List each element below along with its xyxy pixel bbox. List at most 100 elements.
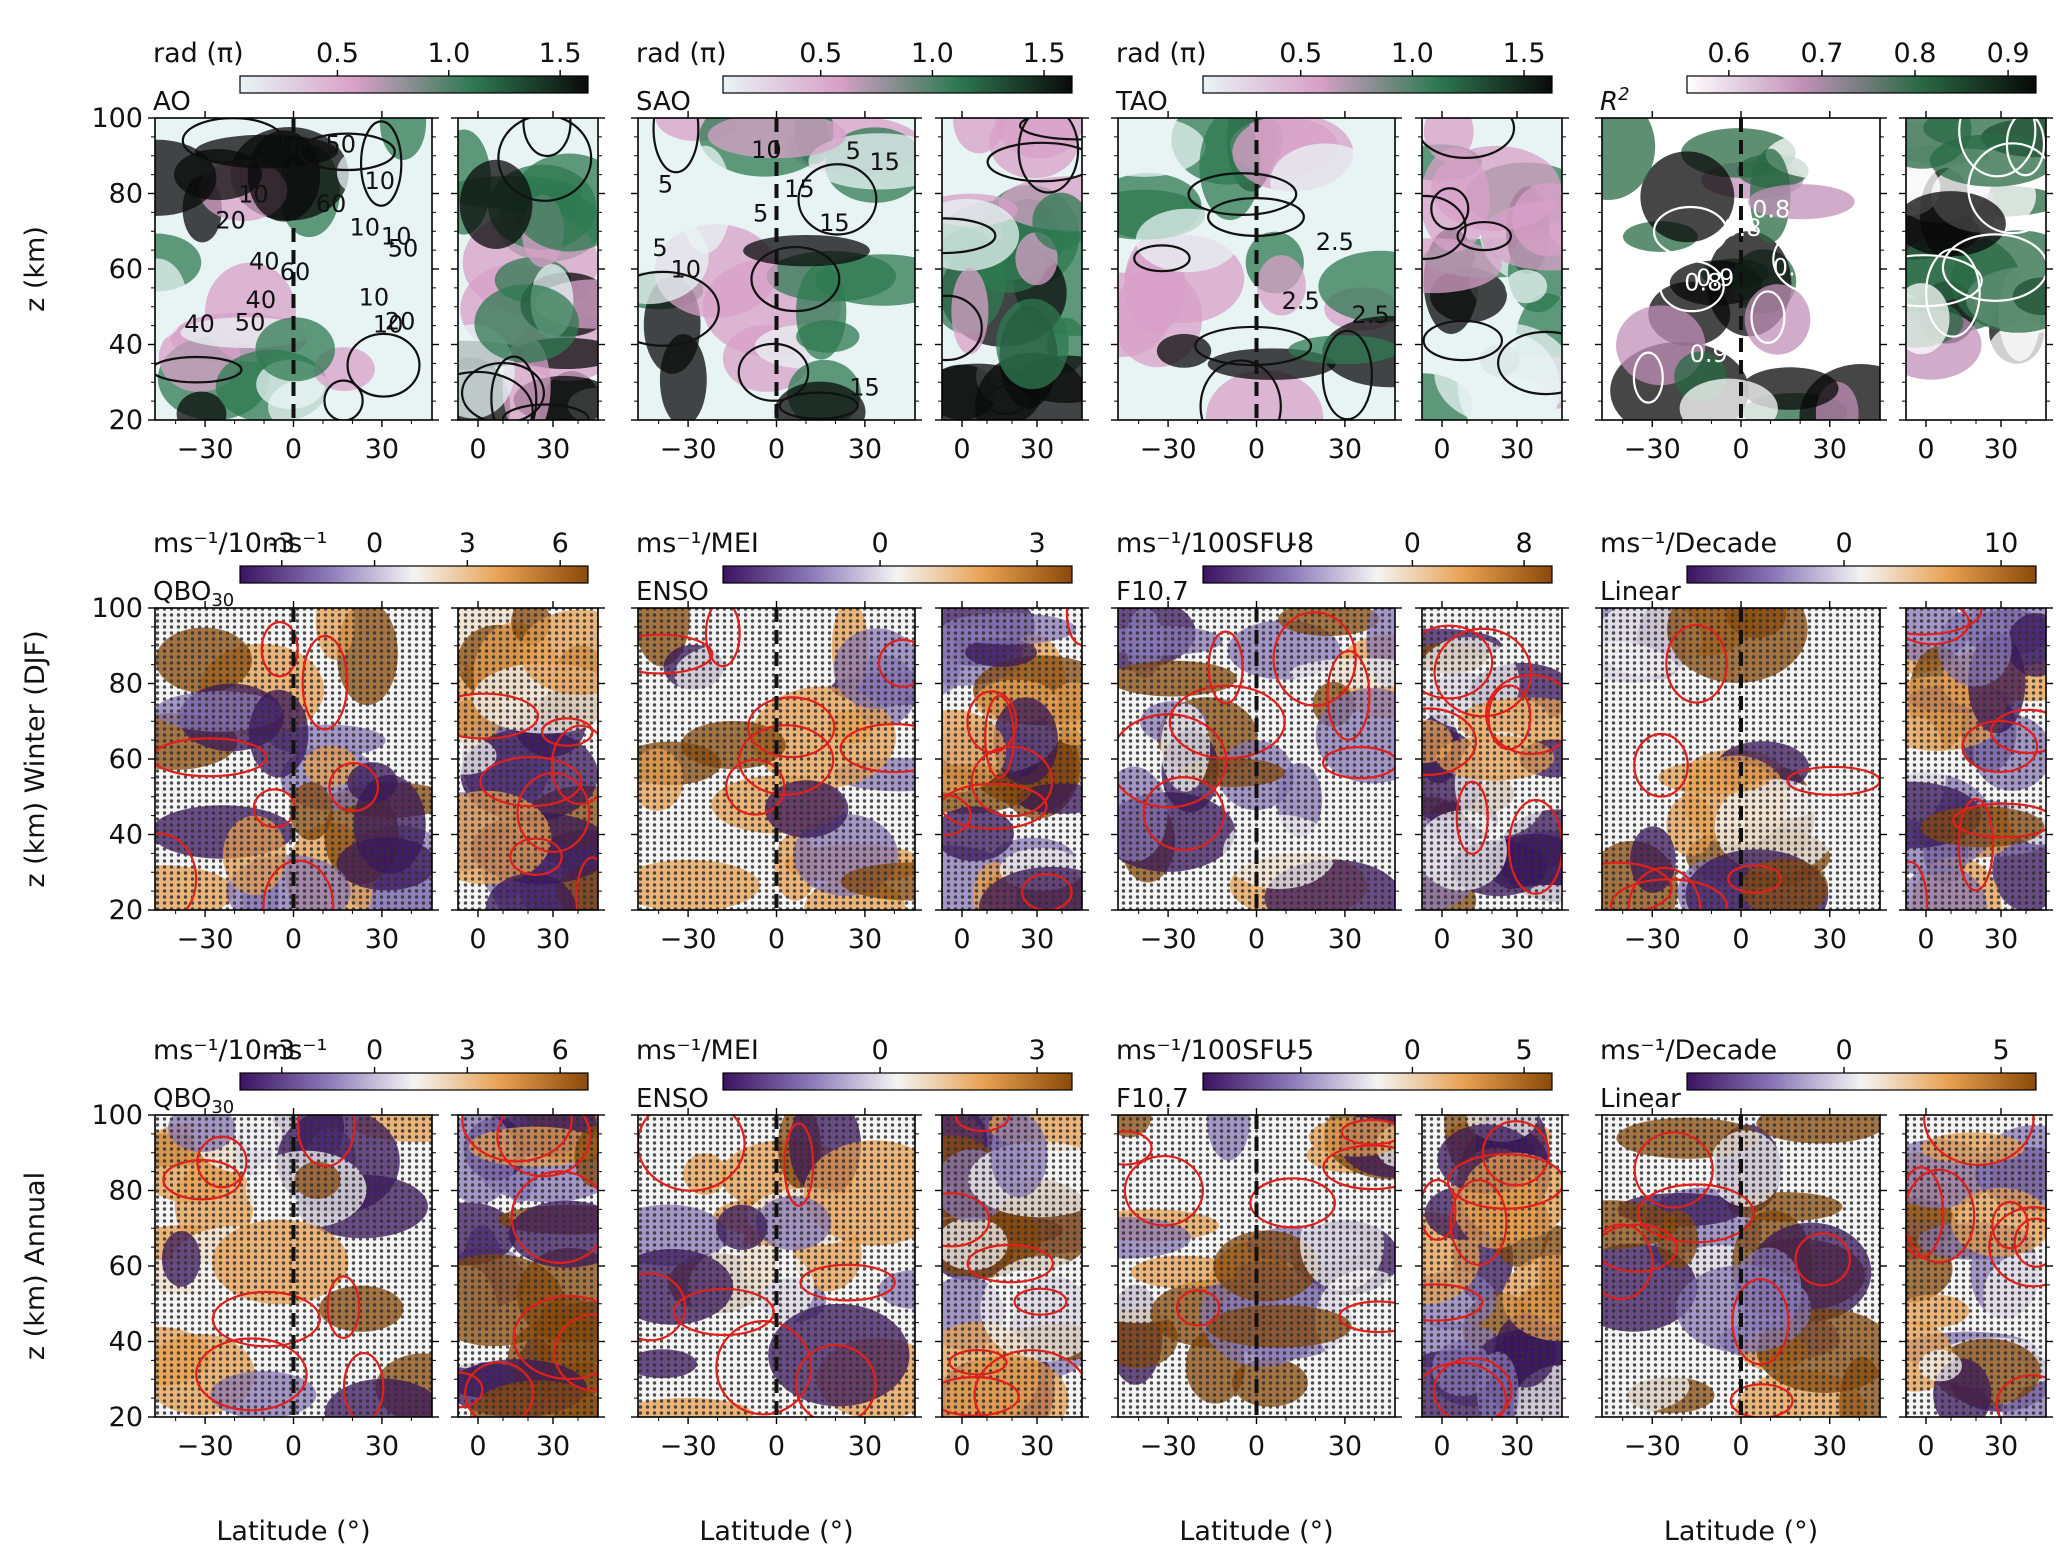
colorbar-tick-label: 1.5 [539,38,582,69]
contour-line [839,723,915,774]
contour-line [638,633,714,675]
contour-line [1659,260,1725,313]
colorbar-tick-label: 6 [552,528,569,559]
x-tick-label: 30 [1020,434,1054,465]
contour-line [540,717,594,747]
contour-line [1750,290,1786,344]
contour-line [1340,1118,1395,1146]
colorbar-tick-label: 5 [1515,1035,1532,1066]
x-tick-label: 0 [1433,1431,1450,1462]
panel-r2-f107-label: F10.7 [1116,1084,1189,1114]
contour-line [490,355,538,420]
panel-r0-tao [1111,111,1569,427]
contour-line [1729,1383,1794,1417]
x-tick-label: 0 [469,1431,486,1462]
contour-label: 10 [751,136,782,164]
panel-r2-f107 [1111,1108,1569,1424]
contour-line [1422,319,1504,362]
contour-line [1958,118,2037,178]
field-blob [679,145,732,254]
colorbar-tick-label: 3 [459,1035,476,1066]
contour-line [1456,220,1512,252]
contour-line [746,696,836,759]
x-tick-label: 30 [1328,924,1362,955]
field-blob [1205,370,1324,420]
contour-line [984,694,1015,779]
panel-r0-tao-units: rad (π) [1116,38,1207,69]
contour-line [1207,630,1244,705]
contour-line [260,621,299,678]
panel-r0-ao-label: AO [153,87,191,117]
y-tick-label: 40 [109,1327,143,1358]
contour-line [1731,1277,1790,1366]
contour-line [1485,673,1562,756]
field-blob [1906,191,2006,257]
contour-line [1422,1283,1484,1322]
y-axis-label-row-1: z (km) Winter (DJF) [20,630,51,887]
x-tick-label: 0 [285,924,302,955]
contour-line [1923,1115,2035,1166]
contour-line [1455,780,1489,855]
field-blob [1906,283,1950,355]
label-superscript: 2 [1618,84,1629,105]
contour-line [799,1263,896,1302]
contour-line [1967,142,2046,235]
panel-r2-qbo30 [148,1108,605,1424]
contour-line [1422,624,1494,700]
field-blob [1434,322,1562,420]
colorbar-tick-label: 8 [1515,528,1532,559]
contour-line [359,120,403,207]
x-tick-label: 30 [848,924,882,955]
panel-r0-ao-units: rad (π) [153,38,244,69]
x-tick-label: 30 [365,1431,399,1462]
panel-r0-sao-inset [942,118,1082,420]
label-subscript: 30 [211,590,234,611]
contour-line [479,756,583,808]
contour-line [298,132,396,172]
colorbar-tick-label: 5 [1993,1035,2010,1066]
colorbar-tick-label: 0 [366,528,383,559]
panel-r1-qbo30-inset [458,608,598,910]
field-blob [1602,118,1656,200]
x-tick-label: −30 [1624,434,1681,465]
panel-r1-qbo30 [148,601,605,917]
contour-label: 40 [184,310,215,338]
contour-line [1430,187,1470,231]
contour-line [954,1115,1010,1133]
panel-r2-f107-units: ms⁻¹/100SFU [1116,1035,1295,1066]
contour-line [638,270,720,347]
contour-label: 10 [373,310,404,338]
contour-label: 40 [246,286,277,314]
contour-line [458,1371,484,1409]
field-blob [1765,130,1880,180]
field-blob [1118,118,1206,177]
contour-line [1322,1144,1395,1191]
contour-line [973,1349,1082,1417]
field-blob [1744,284,1811,355]
contour-line [942,1376,1020,1417]
contour-line [1941,233,2046,302]
contour-label: 5 [846,137,861,165]
contour-label: 10 [359,283,390,311]
significance-hatching [458,608,598,910]
x-tick-label: 0 [768,924,785,955]
colorbar-tick-label: 3 [459,528,476,559]
y-tick-label: 80 [109,179,143,210]
colorbar-tick-label: 0 [1404,1035,1421,1066]
x-tick-label: −30 [1140,924,1197,955]
contour-line [342,1352,385,1417]
x-tick-label: −30 [1140,434,1197,465]
contour-line [496,1115,592,1178]
x-tick-label: 30 [848,1431,882,1462]
y-tick-label: 20 [109,1402,143,1433]
contour-line [1481,1120,1550,1187]
contour-label: 0.8 [1821,247,1859,275]
contour-line [1991,1200,2029,1250]
significance-hatching [1906,608,2046,910]
panel-r2-qbo30-units: ms⁻¹/10ms⁻¹ [153,1035,327,1066]
x-tick-label: 0 [469,434,486,465]
field-blob [336,150,382,195]
panel-r0-tao-inset [1422,118,1562,420]
colorbar-tick-label: 0.7 [1800,38,1843,69]
x-tick-label: 30 [1984,434,2018,465]
